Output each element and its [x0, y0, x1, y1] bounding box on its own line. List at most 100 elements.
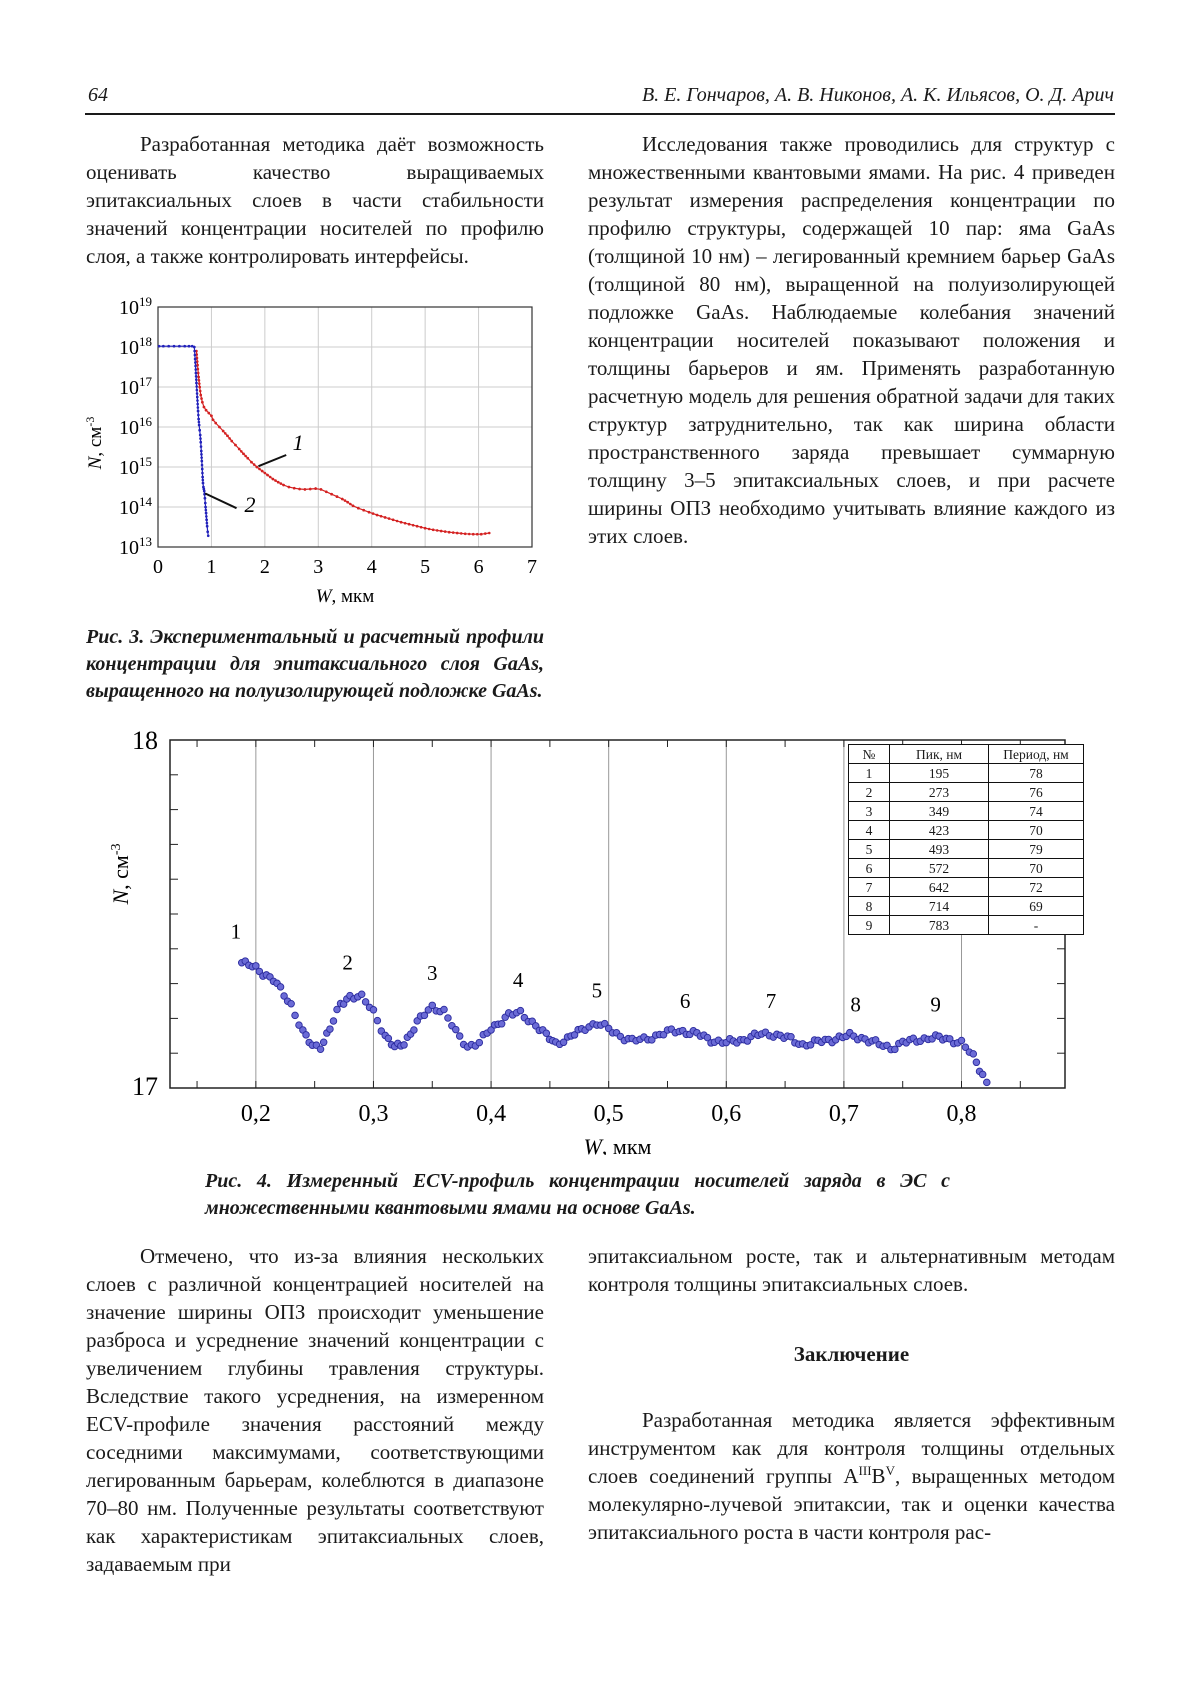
series-dot-1	[240, 450, 243, 453]
series-dot-2	[197, 420, 201, 424]
profile-marker	[787, 1032, 795, 1041]
series-dot-1	[303, 488, 307, 491]
x-tick-label: 2	[260, 556, 270, 578]
profile-marker	[957, 1036, 966, 1045]
profile-marker	[357, 990, 366, 999]
series-dot-2	[194, 371, 198, 375]
profile-marker	[648, 1036, 656, 1044]
profile-marker	[455, 1032, 464, 1040]
profile-marker	[333, 1005, 341, 1014]
series-dot-1	[391, 518, 395, 522]
profile-marker	[806, 1041, 815, 1049]
series-dot-1	[244, 454, 247, 458]
series-dot-1	[383, 516, 387, 519]
y-tick-label: 1015	[119, 454, 152, 479]
series-dot-2	[193, 353, 197, 357]
peak-label-8: 8	[850, 992, 861, 1016]
series-dot-2	[205, 518, 208, 522]
page-number: 64	[88, 84, 108, 106]
paragraph: Разработанная методика даёт возможность …	[86, 132, 544, 268]
x-tick-label: 0,4	[476, 1101, 506, 1127]
table-cell: 714	[889, 896, 989, 916]
y-tick-label: 1019	[119, 294, 152, 319]
series-dot-1	[198, 389, 202, 393]
series-dot-1	[252, 463, 256, 466]
x-tick-label: 0,8	[947, 1101, 977, 1127]
series-dot-2	[196, 402, 199, 406]
table-row: 4 423 70	[848, 820, 1084, 840]
profile-marker	[978, 1070, 987, 1079]
conclusion-text-pre: Разработанная методика является эффектив…	[588, 1408, 1115, 1488]
series-dot-1	[375, 513, 379, 517]
profile-marker	[319, 1038, 328, 1047]
series-dot-1	[341, 497, 344, 501]
series-dot-2	[195, 385, 198, 388]
series-dot-1	[395, 519, 399, 523]
conclusion-paragraph: Разработанная методика является эффектив…	[588, 1406, 1115, 1546]
series-dot-2	[198, 428, 201, 432]
series-dot-1	[266, 473, 269, 477]
series-dot-1	[237, 447, 241, 451]
table-cell: 76	[988, 782, 1084, 802]
series-dot-2	[178, 344, 181, 348]
left-column-bottom: Отмечено, что из-за влияния нескольких с…	[86, 1242, 544, 1578]
table-row: 7 642 72	[848, 877, 1084, 897]
series-dot-1	[255, 465, 259, 469]
table-cell: 74	[988, 801, 1084, 821]
series-dot-1	[200, 397, 203, 400]
series-dot-1	[399, 520, 403, 524]
table-cell: 1	[848, 763, 890, 783]
profile-marker	[659, 1031, 668, 1039]
x-axis-title: W, мкм	[316, 586, 375, 607]
paragraph: Исследования также проводились для струк…	[588, 132, 1115, 548]
table-cell: 2	[848, 782, 890, 802]
series-dot-1	[427, 527, 431, 531]
profile-marker	[983, 1078, 991, 1087]
profile-marker	[440, 1005, 448, 1014]
annotation-label-1: 1	[293, 430, 304, 455]
series-dot-1	[487, 531, 491, 535]
paragraph-continuation: эпитаксиальном росте, так и альтернативн…	[588, 1244, 1115, 1296]
table-row: 3 349 74	[848, 801, 1084, 821]
series-dot-1	[357, 506, 360, 510]
table-cell: -	[988, 915, 1084, 935]
profile-marker	[252, 962, 260, 970]
series-dot-2	[199, 445, 203, 448]
series-dot-1	[325, 490, 328, 494]
series-dot-2	[162, 344, 165, 348]
table-header-row: № Пик, нм Период, нм	[848, 744, 1084, 764]
series-dot-1	[201, 400, 204, 404]
profile-marker	[291, 1011, 299, 1020]
series-dot-1	[362, 508, 366, 512]
table-cell: 70	[988, 820, 1084, 840]
profile-marker	[475, 1038, 484, 1047]
y-tick-label: 1017	[119, 374, 153, 399]
table-row: 6 572 70	[848, 858, 1084, 878]
x-tick-label: 0,3	[358, 1101, 388, 1127]
series-dot-1	[271, 477, 275, 481]
table-row: 8 714 69	[848, 896, 1084, 916]
figure-3: 1019 1018 1017 1016 1015 1014 1013 0 1 2 3 4 5 6 7 W, м…	[83, 272, 550, 612]
series-dot-1	[475, 532, 479, 536]
series-dot-1	[224, 432, 227, 435]
table-header-cell: Период, нм	[988, 744, 1084, 764]
series-dot-1	[202, 405, 206, 409]
series-dot-1	[287, 485, 291, 489]
series-dot-1	[268, 475, 272, 479]
profile-marker	[295, 1021, 303, 1029]
peak-label-6: 6	[680, 989, 691, 1013]
superscript-iii: III	[858, 1463, 872, 1478]
table-row: 2 273 76	[848, 782, 1084, 802]
series-dot-1	[279, 482, 283, 485]
series-dot-1	[196, 363, 199, 367]
series-dot-1	[195, 360, 199, 363]
x-tick-label: 1	[206, 556, 216, 578]
series-dot-2	[199, 440, 203, 444]
series-dot-1	[230, 439, 234, 443]
series-dot-2	[157, 344, 161, 348]
series-dot-2	[193, 345, 196, 349]
profile-marker	[316, 1045, 325, 1054]
x-tick-label: 0,5	[594, 1101, 624, 1127]
left-column-top: Разработанная методика даёт возможность …	[86, 130, 544, 270]
